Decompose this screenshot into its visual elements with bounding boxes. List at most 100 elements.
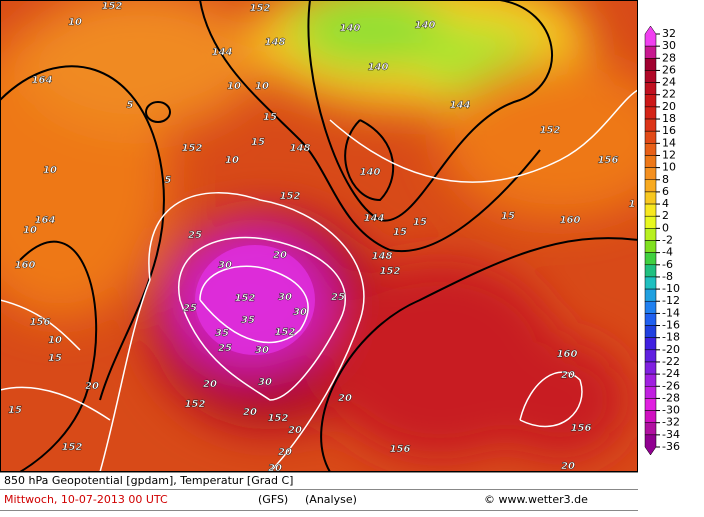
- colorbar-label: -12: [662, 294, 680, 307]
- colorbar-label: 22: [662, 88, 676, 101]
- contour-label: 30: [255, 345, 269, 356]
- colorbar-label: 14: [662, 136, 676, 149]
- colorbar-segment: [644, 118, 657, 132]
- colorbar-segment: [644, 276, 657, 290]
- colorbar-segment: [644, 325, 657, 338]
- colorbar-segment: [644, 143, 657, 156]
- contour-label: 15: [48, 353, 62, 364]
- colorbar-segment: [644, 215, 657, 229]
- contour-label: 140: [360, 167, 381, 178]
- colorbar-label: 0: [662, 221, 669, 234]
- contour-label: 10: [227, 81, 241, 92]
- contour-label: 20: [288, 425, 302, 436]
- contour-label: 144: [212, 47, 233, 58]
- contour-label: 156: [598, 155, 619, 166]
- footer-date: Mittwoch, 10-07-2013 00 UTC: [4, 493, 168, 506]
- colorbar-label: 18: [662, 112, 676, 125]
- contour-label: 30: [278, 292, 292, 303]
- colorbar-segment: [644, 300, 657, 314]
- contour-label: 20: [561, 370, 575, 381]
- footer-credit: © www.wetter3.de: [484, 493, 588, 506]
- colorbar-label: -10: [662, 282, 680, 295]
- colorbar-label: 12: [662, 148, 676, 161]
- contour-label: 20: [278, 447, 292, 458]
- colorbar-segment: [644, 410, 657, 423]
- colorbar-segment: [644, 386, 657, 399]
- contour-label: 10: [255, 81, 269, 92]
- colorbar-label: -22: [662, 355, 680, 368]
- contour-label: 156: [390, 444, 411, 455]
- colorbar-segment: [644, 252, 657, 266]
- colorbar-segment: [644, 288, 657, 302]
- colorbar-segment: [644, 434, 657, 456]
- contour-label: 20: [273, 250, 287, 261]
- colorbar-label: 20: [662, 100, 676, 113]
- contour-label: 10: [23, 225, 37, 236]
- colorbar-segment: [644, 349, 657, 363]
- contour-label: 152: [280, 191, 301, 202]
- contour-label: 25: [183, 303, 197, 314]
- contour-label: 10: [225, 155, 239, 166]
- colorbar-segment: [644, 25, 657, 47]
- contour-label: 20: [243, 407, 257, 418]
- contour-label: 152: [62, 442, 83, 453]
- colorbar-segment: [644, 264, 657, 278]
- contour-label: 144: [450, 100, 471, 111]
- colorbar-segment: [644, 313, 657, 326]
- contour-label: 152: [275, 327, 296, 338]
- contour-label: 144: [364, 213, 385, 224]
- contour-label: 152: [185, 399, 206, 410]
- colorbar-label: 2: [662, 209, 669, 222]
- colorbar-segment: [644, 398, 657, 411]
- colorbar-segment: [644, 58, 657, 71]
- colorbar-segment: [644, 167, 657, 181]
- colorbar-label: -32: [662, 416, 680, 429]
- contour-label: 25: [218, 343, 232, 354]
- colorbar-label: 26: [662, 63, 676, 76]
- contour-label: 164: [35, 215, 56, 226]
- colorbar-segment: [644, 422, 657, 436]
- colorbar-segment: [644, 191, 657, 205]
- contour-label: 5: [127, 100, 134, 111]
- contour-label: 140: [340, 23, 361, 34]
- colorbar-label: -8: [662, 270, 673, 283]
- colorbar-label: 30: [662, 39, 676, 52]
- colorbar-segment: [644, 94, 657, 108]
- contour-label: 30: [218, 260, 232, 271]
- footer-title: 850 hPa Geopotential [gpdam], Temperatur…: [4, 474, 293, 487]
- colorbar-label: 10: [662, 161, 676, 174]
- contour-label: 1: [629, 199, 636, 210]
- colorbar-label: -6: [662, 258, 673, 271]
- colorbar-segment: [644, 82, 657, 95]
- colorbar-label: 4: [662, 197, 669, 210]
- colorbar-label: 16: [662, 124, 676, 137]
- contour-label: 15: [413, 217, 427, 228]
- contour-label: 164: [32, 75, 53, 86]
- colorbar-segment: [644, 70, 657, 83]
- footer-model: (GFS): [258, 493, 288, 506]
- contour-label: 156: [30, 317, 51, 328]
- contour-label: 152: [250, 3, 271, 14]
- contour-label: 15: [251, 137, 265, 148]
- contour-label: 15: [263, 112, 277, 123]
- contour-label: 152: [102, 1, 123, 12]
- colorbar-segment: [644, 228, 657, 241]
- colorbar-label: 28: [662, 51, 676, 64]
- contour-label: 15: [393, 227, 407, 238]
- contour-labels: 1015216410164101601561015201515215220201…: [8, 1, 636, 474]
- colorbar-label: -20: [662, 343, 680, 356]
- colorbar-label: -2: [662, 234, 673, 247]
- contour-label: 30: [258, 377, 272, 388]
- colorbar-label: 32: [662, 27, 676, 40]
- contour-label: 152: [380, 266, 401, 277]
- map-frame: [0, 0, 638, 472]
- colorbar-label: 6: [662, 185, 669, 198]
- contour-label: 140: [415, 20, 436, 31]
- colorbar-label: -36: [662, 440, 680, 453]
- contour-label: 35: [215, 328, 229, 339]
- contour-label: 148: [290, 143, 311, 154]
- colorbar-label: -30: [662, 404, 680, 417]
- contour-label: 140: [368, 62, 389, 73]
- contour-label: 15: [8, 405, 22, 416]
